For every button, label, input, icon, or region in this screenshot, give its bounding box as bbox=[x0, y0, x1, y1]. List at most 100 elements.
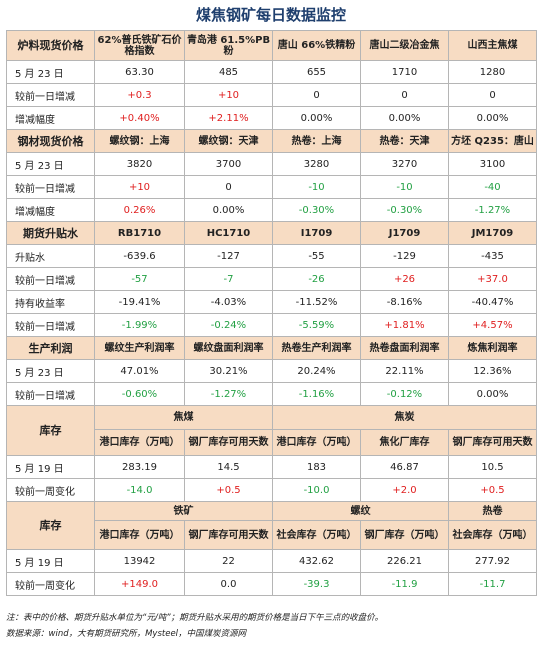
futures-basis-value-cell: -639.6 bbox=[94, 244, 185, 268]
futures-basis-value-cell: +4.57% bbox=[448, 313, 537, 337]
inventory-coal-value-cell: 10.5 bbox=[448, 455, 537, 479]
inventory-steel-value-cell: 277.92 bbox=[448, 549, 537, 573]
futures-basis-value-cell: -55 bbox=[272, 244, 361, 268]
futures-basis-header-cell: HC1710 bbox=[184, 221, 273, 245]
steel-spot-value-cell: 0.26% bbox=[94, 198, 185, 222]
futures-basis-data-row: 升贴水 -639.6 -127 -55 -129 -435 bbox=[6, 244, 537, 268]
steel-spot-header-cell: 钢材现货价格 bbox=[6, 129, 95, 153]
spot-materials-data-row: 较前一日增减 +0.3 +10 0 0 0 bbox=[6, 83, 537, 107]
profit-header-cell: 生产利润 bbox=[6, 336, 95, 360]
profit-value-cell: -0.60% bbox=[94, 382, 185, 406]
inventory-steel-row-label: 5 月 19 日 bbox=[6, 549, 95, 573]
steel-spot-row-label: 5 月 23 日 bbox=[6, 152, 95, 176]
inventory-coal-value-cell: 14.5 bbox=[184, 455, 273, 479]
monitor-table: 炉料现货价格 62%普氏铁矿石价格指数 青岛港 61.5%PB粉 唐山 66%铁精粉唐… bbox=[6, 30, 537, 596]
futures-basis-value-cell: -0.24% bbox=[184, 313, 273, 337]
steel-spot-value-cell: -40 bbox=[448, 175, 537, 199]
spot-materials-header-cell: 山西主焦煤 bbox=[448, 30, 537, 61]
inventory-steel-value-cell: +149.0 bbox=[94, 572, 185, 596]
spot-materials-value-cell: +0.40% bbox=[94, 106, 185, 130]
profit-row-label: 5 月 23 日 bbox=[6, 359, 95, 383]
steel-spot-value-cell: 3820 bbox=[94, 152, 185, 176]
futures-basis-value-cell: -26 bbox=[272, 267, 361, 291]
inventory-sub-header: 焦化厂库存 bbox=[360, 429, 449, 456]
steel-spot-header-cell: 螺纹钢：上海 bbox=[94, 129, 185, 153]
inventory-steel-data-row: 5 月 19 日 13942 22 432.62 226.21 277.92 bbox=[6, 549, 537, 573]
steel-spot-value-cell: 3270 bbox=[360, 152, 449, 176]
futures-basis-value-cell: -1.99% bbox=[94, 313, 185, 337]
futures-basis-value-cell: -435 bbox=[448, 244, 537, 268]
spot-materials-value-cell: 0.00% bbox=[360, 106, 449, 130]
inventory-sub-header: 钢厂库存可用天数 bbox=[448, 429, 537, 456]
futures-basis-row-label: 较前一日增减 bbox=[6, 313, 95, 337]
inventory-steel-group-row: 库存 铁矿 螺纹 热卷 bbox=[6, 501, 537, 550]
profit-value-cell: 12.36% bbox=[448, 359, 537, 383]
futures-basis-data-row: 较前一日增减 -57 -7 -26 +26 +37.0 bbox=[6, 267, 537, 291]
steel-spot-header-row: 钢材现货价格 螺纹钢：上海 螺纹钢：天津 热卷：上海 热卷：天津 方坯 Q235：唐山 bbox=[6, 129, 537, 153]
steel-spot-data-row: 增减幅度 0.26% 0.00% -0.30% -0.30% -1.27% bbox=[6, 198, 537, 222]
steel-spot-header-cell: 螺纹钢：天津 bbox=[184, 129, 273, 153]
spot-materials-value-cell: 485 bbox=[184, 60, 273, 84]
futures-basis-row-label: 升贴水 bbox=[6, 244, 95, 268]
profit-header-row: 生产利润 螺纹生产利润率 螺纹盘面利润率 热卷生产利润率 热卷盘面利润率 炼焦利润率 bbox=[6, 336, 537, 360]
profit-value-cell: 0.00% bbox=[448, 382, 537, 406]
steel-spot-header-cell: 方坯 Q235：唐山 bbox=[448, 129, 537, 153]
steel-spot-value-cell: 3280 bbox=[272, 152, 361, 176]
spot-materials-value-cell: 1280 bbox=[448, 60, 537, 84]
group-rebar: 螺纹 bbox=[272, 501, 449, 521]
inventory-steel-sub-row: 港口库存（万吨） 钢厂库存可用天数 社会库存（万吨） 钢厂库存（万吨） 社会库存（万吨） bbox=[7, 520, 537, 550]
futures-basis-value-cell: -129 bbox=[360, 244, 449, 268]
profit-header-cell: 螺纹生产利润率 bbox=[94, 336, 185, 360]
inventory-steel-data-row: 较前一周变化 +149.0 0.0 -39.3 -11.9 -11.7 bbox=[6, 572, 537, 596]
futures-basis-value-cell: +1.81% bbox=[360, 313, 449, 337]
steel-spot-value-cell: -1.27% bbox=[448, 198, 537, 222]
inventory-coal-data-row: 5 月 19 日 283.19 14.5 183 46.87 10.5 bbox=[6, 455, 537, 479]
inventory-steel-value-cell: 22 bbox=[184, 549, 273, 573]
spot-materials-value-cell: 63.30 bbox=[94, 60, 185, 84]
spot-materials-value-cell: +0.3 bbox=[94, 83, 185, 107]
inventory-coal-sub-row: 港口库存（万吨） 钢厂库存可用天数 港口库存（万吨） 焦化厂库存 钢厂库存可用天数 bbox=[7, 429, 537, 456]
spot-materials-row-label: 5 月 23 日 bbox=[6, 60, 95, 84]
futures-basis-header-cell: I1709 bbox=[272, 221, 361, 245]
spot-materials-header-cell: 唐山 66%铁精粉 bbox=[272, 30, 361, 61]
steel-spot-row-label: 较前一日增减 bbox=[6, 175, 95, 199]
futures-basis-value-cell: -7 bbox=[184, 267, 273, 291]
steel-spot-value-cell: 0.00% bbox=[184, 198, 273, 222]
steel-spot-data-row: 5 月 23 日 3820 3700 3280 3270 3100 bbox=[6, 152, 537, 176]
inventory-sub-header: 钢厂库存可用天数 bbox=[184, 429, 273, 456]
steel-spot-value-cell: -0.30% bbox=[272, 198, 361, 222]
spot-materials-header-cell: 62%普氏铁矿石价格指数 bbox=[94, 30, 185, 61]
inventory-coal-group-row: 库存 焦煤 焦炭 bbox=[6, 405, 537, 456]
spot-materials-value-cell: 0 bbox=[448, 83, 537, 107]
steel-spot-header-cell: 热卷：上海 bbox=[272, 129, 361, 153]
futures-basis-value-cell: -127 bbox=[184, 244, 273, 268]
spot-materials-header-cell: 炉料现货价格 bbox=[6, 30, 95, 61]
profit-header-cell: 热卷生产利润率 bbox=[272, 336, 361, 360]
profit-value-cell: -1.27% bbox=[184, 382, 273, 406]
spot-materials-value-cell: 655 bbox=[272, 60, 361, 84]
futures-basis-data-row: 持有收益率 -19.41% -4.03% -11.52% -8.16% -40.47% bbox=[6, 290, 537, 314]
profit-header-cell: 螺纹盘面利润率 bbox=[184, 336, 273, 360]
spot-materials-header-cell: 青岛港 61.5%PB粉 bbox=[184, 30, 273, 61]
steel-spot-row-label: 增减幅度 bbox=[6, 198, 95, 222]
profit-value-cell: 47.01% bbox=[94, 359, 185, 383]
profit-header-cell: 热卷盘面利润率 bbox=[360, 336, 449, 360]
spot-materials-value-cell: 0 bbox=[272, 83, 361, 107]
inventory-steel-row-label: 较前一周变化 bbox=[6, 572, 95, 596]
inventory-sub-header: 社会库存（万吨） bbox=[448, 520, 537, 550]
spot-materials-value-cell: +2.11% bbox=[184, 106, 273, 130]
inventory-sub-header: 钢厂库存（万吨） bbox=[360, 520, 449, 550]
futures-basis-header-cell: JM1709 bbox=[448, 221, 537, 245]
futures-basis-row-label: 较前一日增减 bbox=[6, 267, 95, 291]
steel-spot-value-cell: -10 bbox=[272, 175, 361, 199]
group-coke: 焦炭 bbox=[272, 405, 537, 430]
inventory-coal-value-cell: +0.5 bbox=[448, 478, 537, 502]
futures-basis-value-cell: -5.59% bbox=[272, 313, 361, 337]
futures-basis-value-cell: +26 bbox=[360, 267, 449, 291]
profit-value-cell: -1.16% bbox=[272, 382, 361, 406]
spot-materials-value-cell: 0.00% bbox=[448, 106, 537, 130]
futures-basis-value-cell: -19.41% bbox=[94, 290, 185, 314]
inventory-steel-value-cell: -11.7 bbox=[448, 572, 537, 596]
steel-spot-value-cell: +10 bbox=[94, 175, 185, 199]
spot-materials-value-cell: 0 bbox=[360, 83, 449, 107]
